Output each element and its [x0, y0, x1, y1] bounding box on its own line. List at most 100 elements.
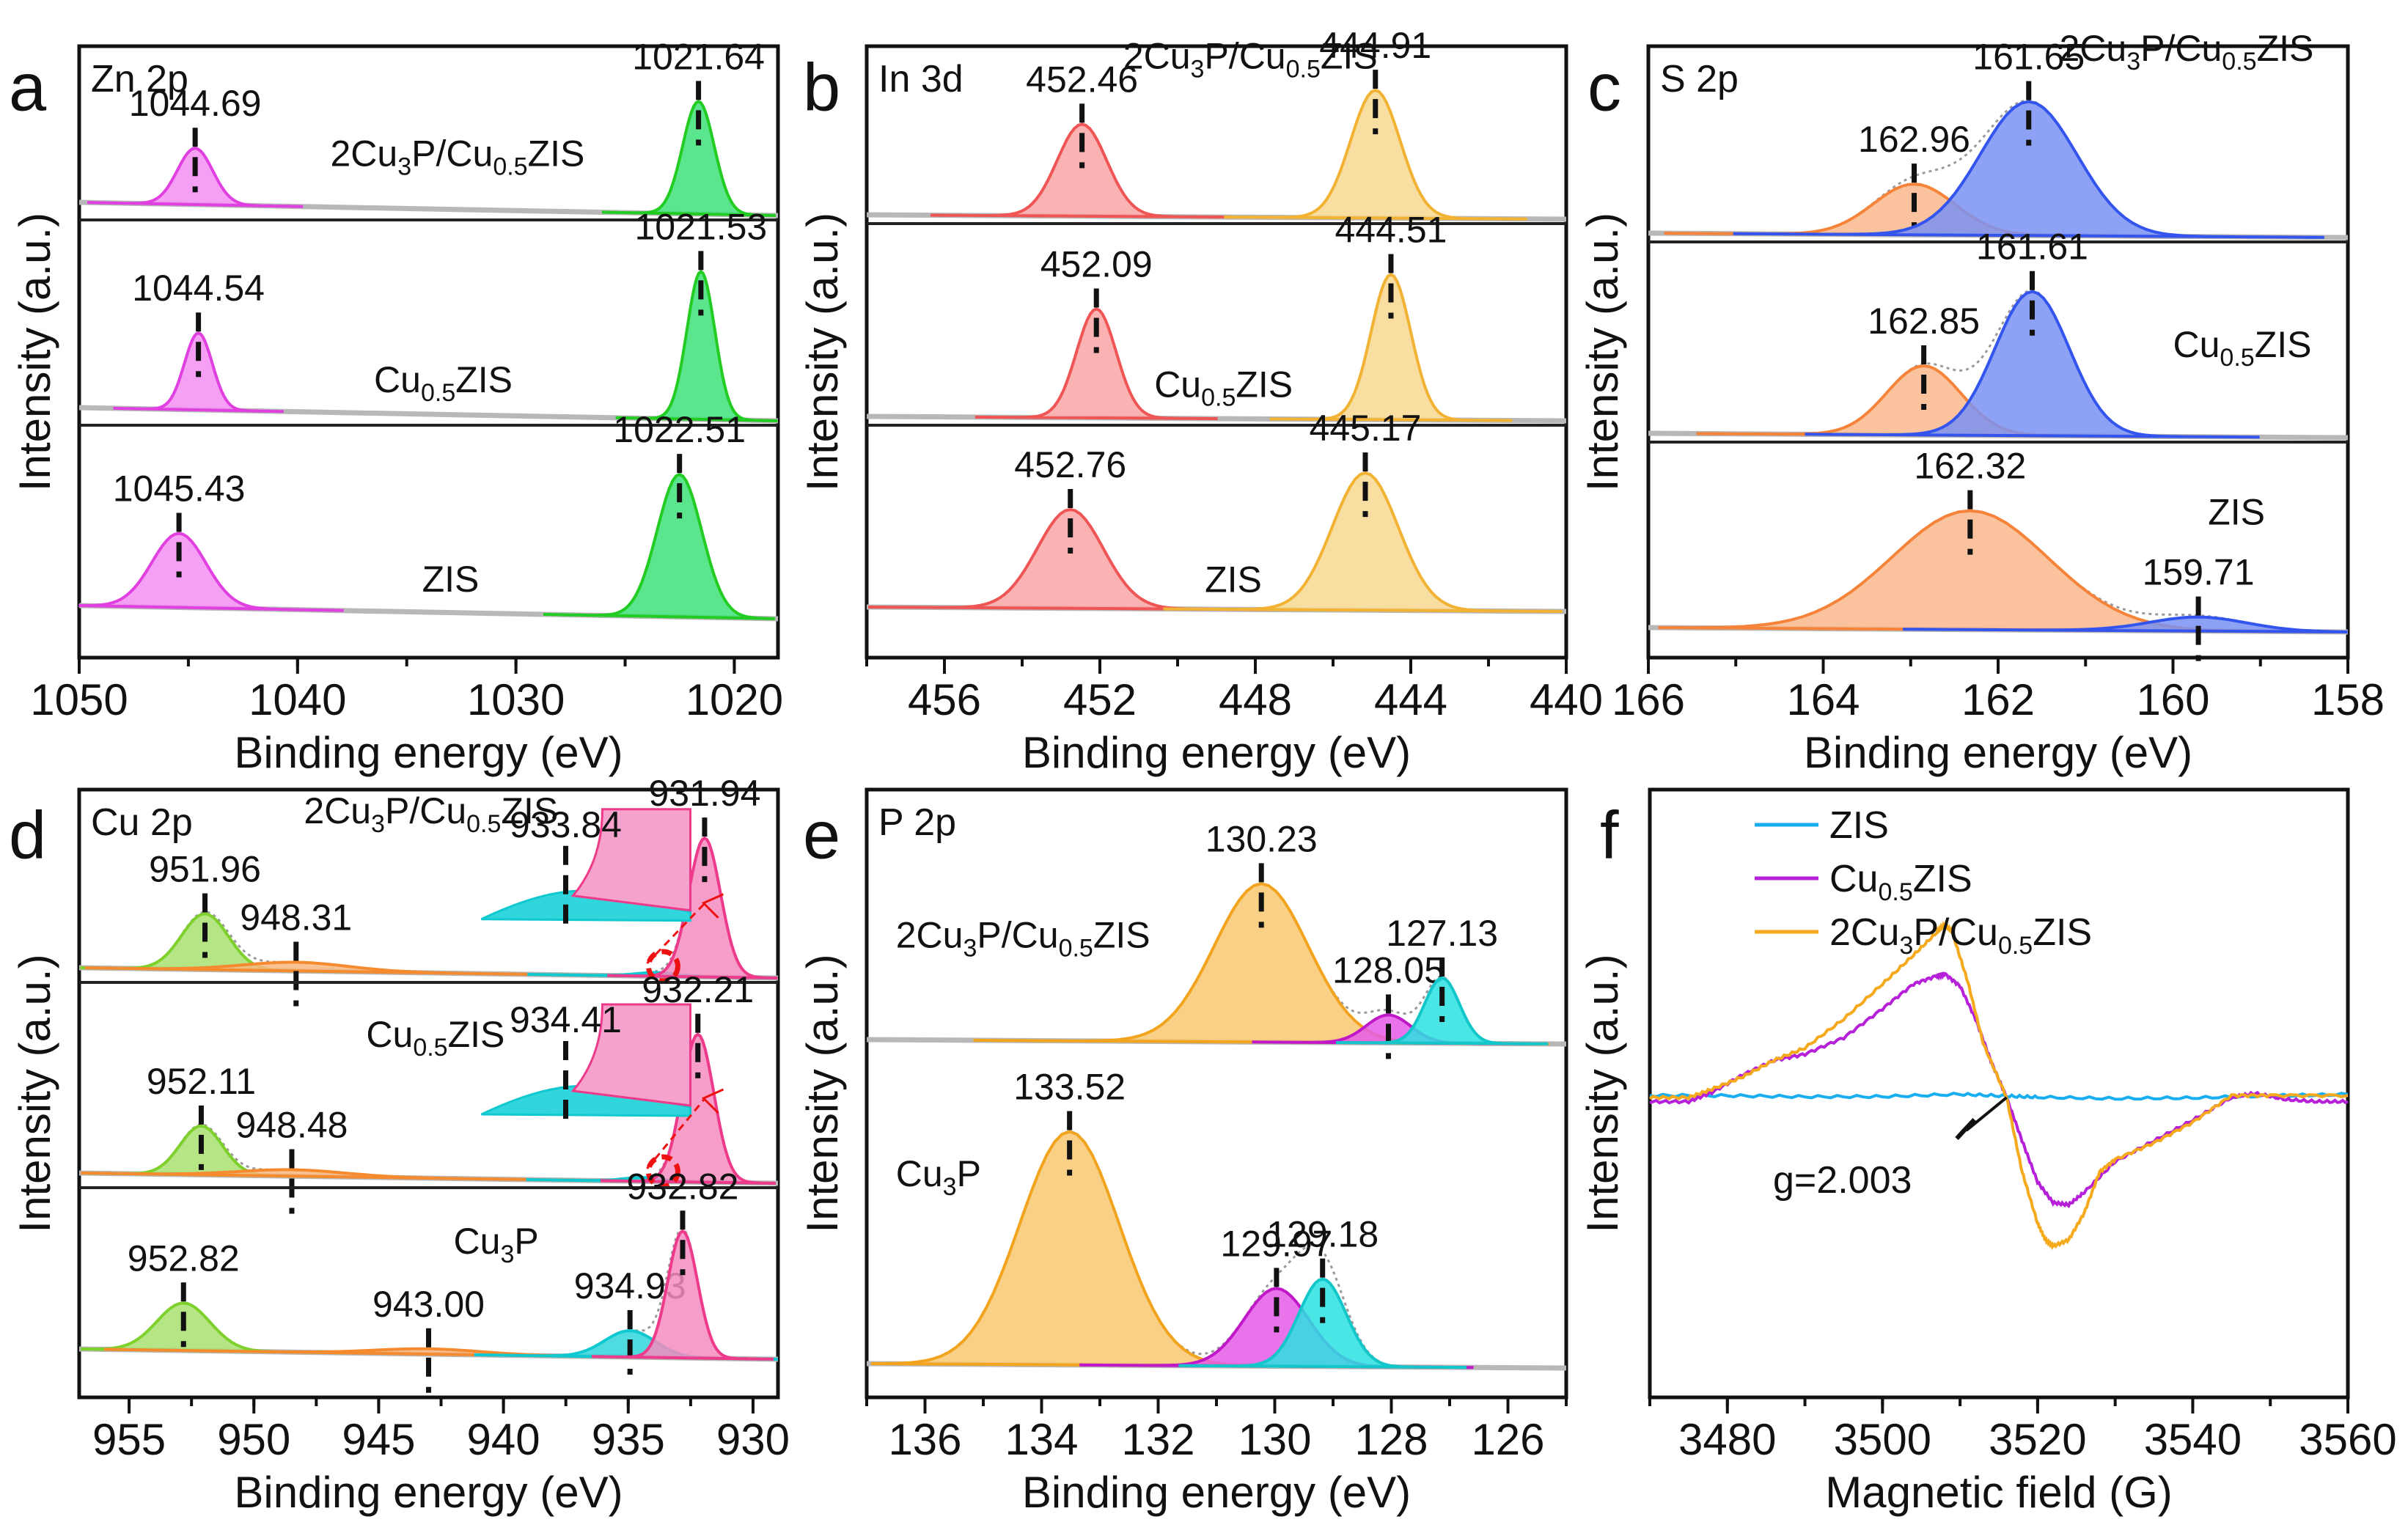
label-part: ZIS — [422, 559, 480, 600]
x-tick-label: 1050 — [30, 675, 128, 724]
fitted-peak — [81, 1168, 617, 1183]
subscript: 3 — [1191, 55, 1205, 83]
subscript: 0.5 — [466, 810, 501, 838]
core-level-label: P 2p — [878, 801, 956, 844]
spectrum-ZIS: 1045.43 1022.51 ZIS — [78, 409, 779, 622]
label-part: 2Cu — [1123, 35, 1191, 76]
peak-label: 162.32 — [1914, 446, 2026, 487]
x-tick-label: 162 — [1961, 675, 2035, 724]
peak-label: 943.00 — [372, 1284, 485, 1325]
label-part: P — [957, 1153, 981, 1194]
spectrum-Cu05ZIS: 452.09 444.51 Cu0.5ZIS — [866, 209, 1567, 424]
subscript: 3 — [500, 1240, 514, 1268]
label-part: Cu — [1154, 364, 1201, 405]
sample-label: 2Cu3P/Cu0.5ZIS — [330, 133, 584, 181]
x-tick-label: 444 — [1374, 675, 1447, 724]
x-tick-label: 126 — [1471, 1415, 1544, 1464]
peak-label: 444.91 — [1319, 25, 1431, 66]
arrowhead-icon — [701, 893, 724, 919]
fitted-peak — [81, 1301, 346, 1355]
label-part: Cu — [2173, 324, 2220, 365]
fitted-peak — [592, 1229, 774, 1361]
inset-zoom: 933.84 — [480, 804, 724, 984]
peak-label: 933.84 — [510, 804, 622, 845]
x-axis-label: Binding energy (eV) — [234, 728, 623, 777]
peak-label: 452.76 — [1014, 444, 1126, 485]
y-axis-label: Intensity (a.u.) — [10, 954, 59, 1232]
panel-letter: b — [803, 51, 840, 125]
panel-letter: f — [1600, 798, 1619, 873]
peak-label: 1021.64 — [632, 36, 765, 77]
subscript: 3 — [943, 1173, 957, 1201]
x-tick-label: 955 — [92, 1415, 166, 1464]
label-part: 2Cu — [2059, 28, 2126, 69]
subscript: 3 — [2126, 48, 2140, 76]
sample-label: Cu0.5ZIS — [2173, 324, 2312, 372]
peak-label: 1045.43 — [113, 468, 246, 509]
label-part: ZIS — [2257, 28, 2314, 69]
label-part: P/Cu — [1913, 911, 1998, 954]
panel-a: 1050 1040 1030 1020 Binding energy (eV) Inten… — [9, 36, 783, 777]
label-part: 2Cu — [1829, 911, 1899, 954]
plot-frame — [865, 787, 1568, 1400]
subscript: 3 — [963, 934, 977, 962]
sample-label: Cu0.5ZIS — [374, 359, 513, 407]
sample-label: Cu0.5ZIS — [366, 1014, 504, 1062]
panel-e: 136 134 132 130 128 126 Binding energy (eV) Int… — [798, 787, 1568, 1517]
sample-label: ZIS — [422, 559, 480, 600]
peak-label: 948.48 — [236, 1104, 348, 1145]
panel-letter: d — [9, 798, 46, 873]
panel-b: 456 452 448 444 440 Binding energy (eV) Intens… — [798, 25, 1603, 777]
peak-label: 1044.69 — [129, 83, 262, 124]
esr-trace — [1649, 971, 2349, 1209]
x-tick-label: 3520 — [1989, 1415, 2086, 1464]
fitted-peak — [1163, 471, 1563, 613]
peak-label: 932.21 — [642, 969, 754, 1010]
peak-label: 951.96 — [149, 848, 261, 889]
peak-label: 130.23 — [1205, 818, 1318, 859]
peak-label: 452.46 — [1026, 59, 1138, 100]
subscript: 0.5 — [421, 379, 455, 407]
x-tick-label: 940 — [467, 1415, 540, 1464]
x-tick-label: 930 — [716, 1415, 790, 1464]
label-part: P/Cu — [411, 133, 493, 174]
subscript: 0.5 — [1059, 934, 1093, 962]
label-part: 2Cu — [896, 914, 963, 955]
peak-label: 452.09 — [1040, 243, 1153, 284]
x-tick-label: 158 — [2311, 675, 2385, 724]
x-tick-label: 3540 — [2144, 1415, 2242, 1464]
label-part: ZIS — [1205, 559, 1262, 600]
dashed-arrow-icon — [646, 1098, 706, 1169]
panel-c: 166 164 162 160 158 Binding energy (eV) Intens… — [1578, 28, 2385, 777]
label-part: 2Cu — [330, 133, 397, 174]
x-tick-label: 164 — [1786, 675, 1860, 724]
peak-label: 1044.54 — [132, 268, 265, 309]
x-tick-label: 3480 — [1678, 1415, 1776, 1464]
dashed-arrow-icon — [646, 902, 706, 965]
peak-label: 952.82 — [128, 1238, 240, 1279]
peak-label: 445.17 — [1310, 408, 1422, 449]
peak-label: 159.71 — [2143, 552, 2255, 593]
legend-label: ZIS — [1829, 804, 1889, 847]
x-axis-label: Binding energy (eV) — [1804, 728, 2192, 777]
panel-f: 3480 3500 3520 3540 3560 Magnetic field (G) In… — [1578, 787, 2397, 1517]
subscript: 0.5 — [1878, 878, 1912, 906]
panel-d: 955 950 945 940 935 930 Binding energy (eV) Int… — [9, 773, 790, 1517]
peak-label: 162.96 — [1858, 119, 1970, 160]
label-part: 2Cu — [304, 790, 371, 831]
x-tick-label: 166 — [1612, 675, 1685, 724]
y-axis-label: Intensity (a.u.) — [1578, 213, 1627, 491]
peak-label: 932.82 — [627, 1166, 739, 1207]
core-level-label: Cu 2p — [91, 801, 193, 844]
g-value-annotation: g=2.003 — [1773, 1159, 1912, 1202]
sample-label: 2Cu3P/Cu0.5ZIS — [304, 790, 558, 838]
x-tick-label: 456 — [908, 675, 981, 724]
fitted-peak — [1335, 976, 1549, 1045]
fitted-peak — [87, 147, 304, 208]
label-part: ZIS — [1829, 804, 1889, 847]
peak-label: 444.51 — [1335, 209, 1447, 250]
